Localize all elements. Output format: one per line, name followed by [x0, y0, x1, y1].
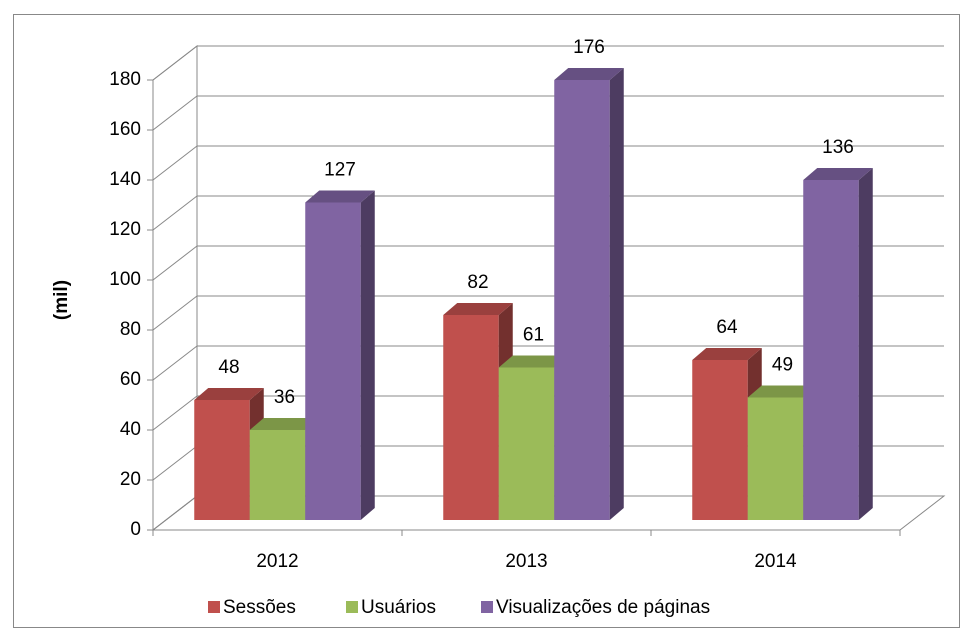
grid-line [152, 345, 198, 381]
y-tick-label: 0 [130, 519, 141, 540]
grid-line [152, 145, 198, 181]
bar-front [554, 80, 610, 520]
y-tick-label: 80 [120, 319, 141, 340]
data-label: 36 [274, 387, 295, 408]
y-tick-label: 20 [120, 469, 141, 490]
y-tick-label: 120 [109, 219, 141, 240]
bar-top [249, 418, 320, 430]
grid-line [152, 395, 198, 431]
bar-top [305, 190, 375, 203]
x-tick-label: 2013 [505, 551, 547, 572]
bar-front [692, 360, 748, 520]
bar-top [803, 168, 873, 180]
legend-swatch [208, 601, 220, 613]
y-tick-label: 180 [109, 69, 141, 90]
data-label: 176 [573, 37, 605, 58]
bar-front [194, 400, 250, 520]
bar-top [747, 385, 818, 398]
grid-line [152, 95, 198, 131]
legend-label: Sessões [223, 597, 296, 618]
y-tick-label: 100 [109, 269, 141, 290]
bar-top [498, 355, 569, 368]
y-tick-label: 140 [109, 169, 141, 190]
bar-front [305, 202, 361, 520]
bar-side [609, 68, 624, 520]
data-label: 136 [822, 137, 854, 158]
grid-line [152, 245, 198, 281]
data-label: 48 [218, 357, 239, 378]
grid-line [152, 45, 198, 81]
bar [554, 68, 624, 520]
y-tick-label: 40 [120, 419, 141, 440]
bar-front [747, 397, 804, 520]
data-label: 61 [523, 325, 544, 346]
data-label: 49 [772, 355, 793, 376]
bar [803, 168, 873, 520]
bar-top [692, 348, 762, 360]
bar-side [360, 190, 375, 520]
legend-label: Usuários [361, 597, 436, 618]
data-label: 82 [467, 272, 488, 293]
bar-front [249, 430, 306, 520]
data-label: 64 [716, 317, 738, 338]
grid-line [152, 495, 198, 531]
y-axis-label: (mil) [51, 280, 72, 320]
grid-line [152, 295, 198, 331]
legend-swatch [346, 601, 358, 613]
bar-top [443, 303, 513, 315]
bar-top [194, 388, 264, 400]
x-tick-label: 2014 [754, 551, 797, 572]
grid-line [152, 195, 198, 231]
y-tick-label: 160 [109, 119, 141, 140]
bar-front [498, 367, 555, 520]
bar-side [858, 168, 873, 520]
bar-front [443, 315, 499, 520]
data-label: 127 [324, 160, 356, 181]
bar [305, 190, 375, 520]
bar-top [554, 68, 624, 80]
legend-label: Visualizações de páginas [496, 597, 710, 618]
x-tick-label: 2012 [256, 551, 298, 572]
grid-line [152, 445, 198, 481]
y-tick-label: 60 [120, 369, 141, 390]
legend-swatch [481, 601, 493, 613]
bar-front [803, 180, 859, 520]
